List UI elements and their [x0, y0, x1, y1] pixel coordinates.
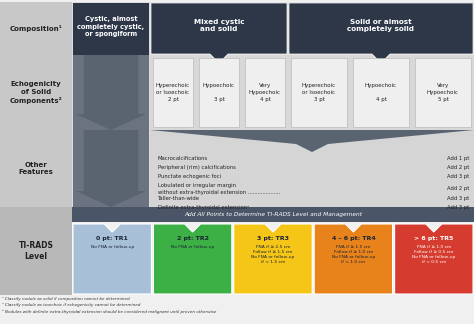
Polygon shape	[394, 224, 473, 294]
Text: Solid or almost
completely solid: Solid or almost completely solid	[347, 19, 414, 32]
Bar	[72, 2, 474, 207]
Text: Cystic, almost
completely cystic,
or spongiform: Cystic, almost completely cystic, or spo…	[77, 16, 145, 37]
Text: Definite extra-thyroidal extension³: Definite extra-thyroidal extension³	[158, 205, 249, 210]
Polygon shape	[154, 224, 232, 294]
Text: Hyperechoic
or Isoechoic
3 pt: Hyperechoic or Isoechoic 3 pt	[302, 83, 336, 102]
Text: Other
Features: Other Features	[18, 162, 54, 175]
Text: Composition¹: Composition¹	[9, 25, 63, 32]
Text: TI-RADS
Level: TI-RADS Level	[18, 241, 54, 261]
Text: Add All Points to Determine TI-RADS Level and Management: Add All Points to Determine TI-RADS Leve…	[184, 212, 362, 217]
Text: > 6 pt: TR5: > 6 pt: TR5	[414, 236, 454, 241]
Text: 4 – 6 pt: TR4: 4 – 6 pt: TR4	[331, 236, 375, 241]
Bar	[245, 58, 285, 127]
Text: ² Classify nodule as isoechoic if echogenicity cannot be determined: ² Classify nodule as isoechoic if echoge…	[2, 303, 140, 307]
Bar	[150, 130, 474, 207]
Text: 0 pt: TR1: 0 pt: TR1	[96, 236, 128, 241]
Bar	[150, 55, 474, 130]
Text: ¹ Classify nodule as solid if composition cannot be determined: ¹ Classify nodule as solid if compositio…	[2, 297, 129, 301]
Bar	[153, 58, 193, 127]
Bar	[72, 207, 474, 222]
Text: 3 pt: TR3: 3 pt: TR3	[257, 236, 289, 241]
Text: Macrocalcifications: Macrocalcifications	[158, 156, 208, 161]
Polygon shape	[76, 55, 146, 130]
Text: Hypoechoic

4 pt: Hypoechoic 4 pt	[365, 83, 397, 102]
Text: Add 3 pt: Add 3 pt	[447, 174, 469, 179]
Text: Add 3 pt: Add 3 pt	[447, 196, 469, 201]
Text: Add 1 pt: Add 1 pt	[447, 156, 469, 161]
Bar	[353, 58, 409, 127]
Polygon shape	[234, 224, 312, 294]
Text: Hyperechoic
or Isoechoic
2 pt: Hyperechoic or Isoechoic 2 pt	[156, 83, 190, 102]
Polygon shape	[76, 130, 146, 207]
Text: ³ Nodules with definite extra-thyroidal extension should be considered malignant: ³ Nodules with definite extra-thyroidal …	[2, 309, 216, 314]
Bar	[73, 55, 149, 130]
Polygon shape	[289, 3, 473, 63]
Bar	[0, 207, 72, 295]
Text: Add 3 pt: Add 3 pt	[447, 205, 469, 210]
Bar	[73, 3, 149, 55]
Text: Add 2 pt: Add 2 pt	[447, 186, 469, 191]
Bar	[199, 58, 239, 127]
Text: Taller-than-wide: Taller-than-wide	[158, 196, 200, 201]
Text: Lobulated or irregular margin: Lobulated or irregular margin	[158, 183, 236, 188]
Text: Hypoechoic

3 pt: Hypoechoic 3 pt	[203, 83, 235, 102]
Text: Add 2 pt: Add 2 pt	[447, 165, 469, 170]
Text: Very
Hypoechoic
5 pt: Very Hypoechoic 5 pt	[427, 83, 459, 102]
Text: FNA if ≥ 1.5 cm
Follow if ≥ 1.0 cm
No FNA or follow-up
if < 1.0 cm: FNA if ≥ 1.5 cm Follow if ≥ 1.0 cm No FN…	[332, 245, 375, 264]
Text: FNA if ≥ 1.0 cm
Follow if ≥ 0.5 cm
No FNA or follow-up
if < 0.5 cm: FNA if ≥ 1.0 cm Follow if ≥ 0.5 cm No FN…	[412, 245, 456, 264]
Text: without extra-thyroidal extension ....................: without extra-thyroidal extension ......…	[158, 190, 280, 195]
Bar	[73, 130, 149, 207]
Text: No FNA or follow-up: No FNA or follow-up	[91, 245, 134, 249]
Text: FNA if ≥ 2.5 cm
Follow if ≥ 1.5 cm
No FNA or follow-up
if < 1.5 cm: FNA if ≥ 2.5 cm Follow if ≥ 1.5 cm No FN…	[251, 245, 295, 264]
Text: Mixed cystic
and solid: Mixed cystic and solid	[194, 19, 244, 32]
Polygon shape	[151, 3, 287, 63]
Polygon shape	[150, 130, 474, 152]
Polygon shape	[73, 224, 151, 294]
Bar	[415, 58, 471, 127]
Text: Very
Hypoechoic
4 pt: Very Hypoechoic 4 pt	[249, 83, 281, 102]
Text: Peripheral (rim) calcifications: Peripheral (rim) calcifications	[158, 165, 236, 170]
Text: Echogenicity
of Solid
Components²: Echogenicity of Solid Components²	[9, 81, 63, 104]
Text: 2 pt: TR2: 2 pt: TR2	[177, 236, 209, 241]
Text: No FNA or follow-up: No FNA or follow-up	[171, 245, 214, 249]
Polygon shape	[314, 224, 392, 294]
Bar	[0, 2, 72, 295]
Text: Punctate echogenic foci: Punctate echogenic foci	[158, 174, 221, 179]
Bar	[291, 58, 347, 127]
